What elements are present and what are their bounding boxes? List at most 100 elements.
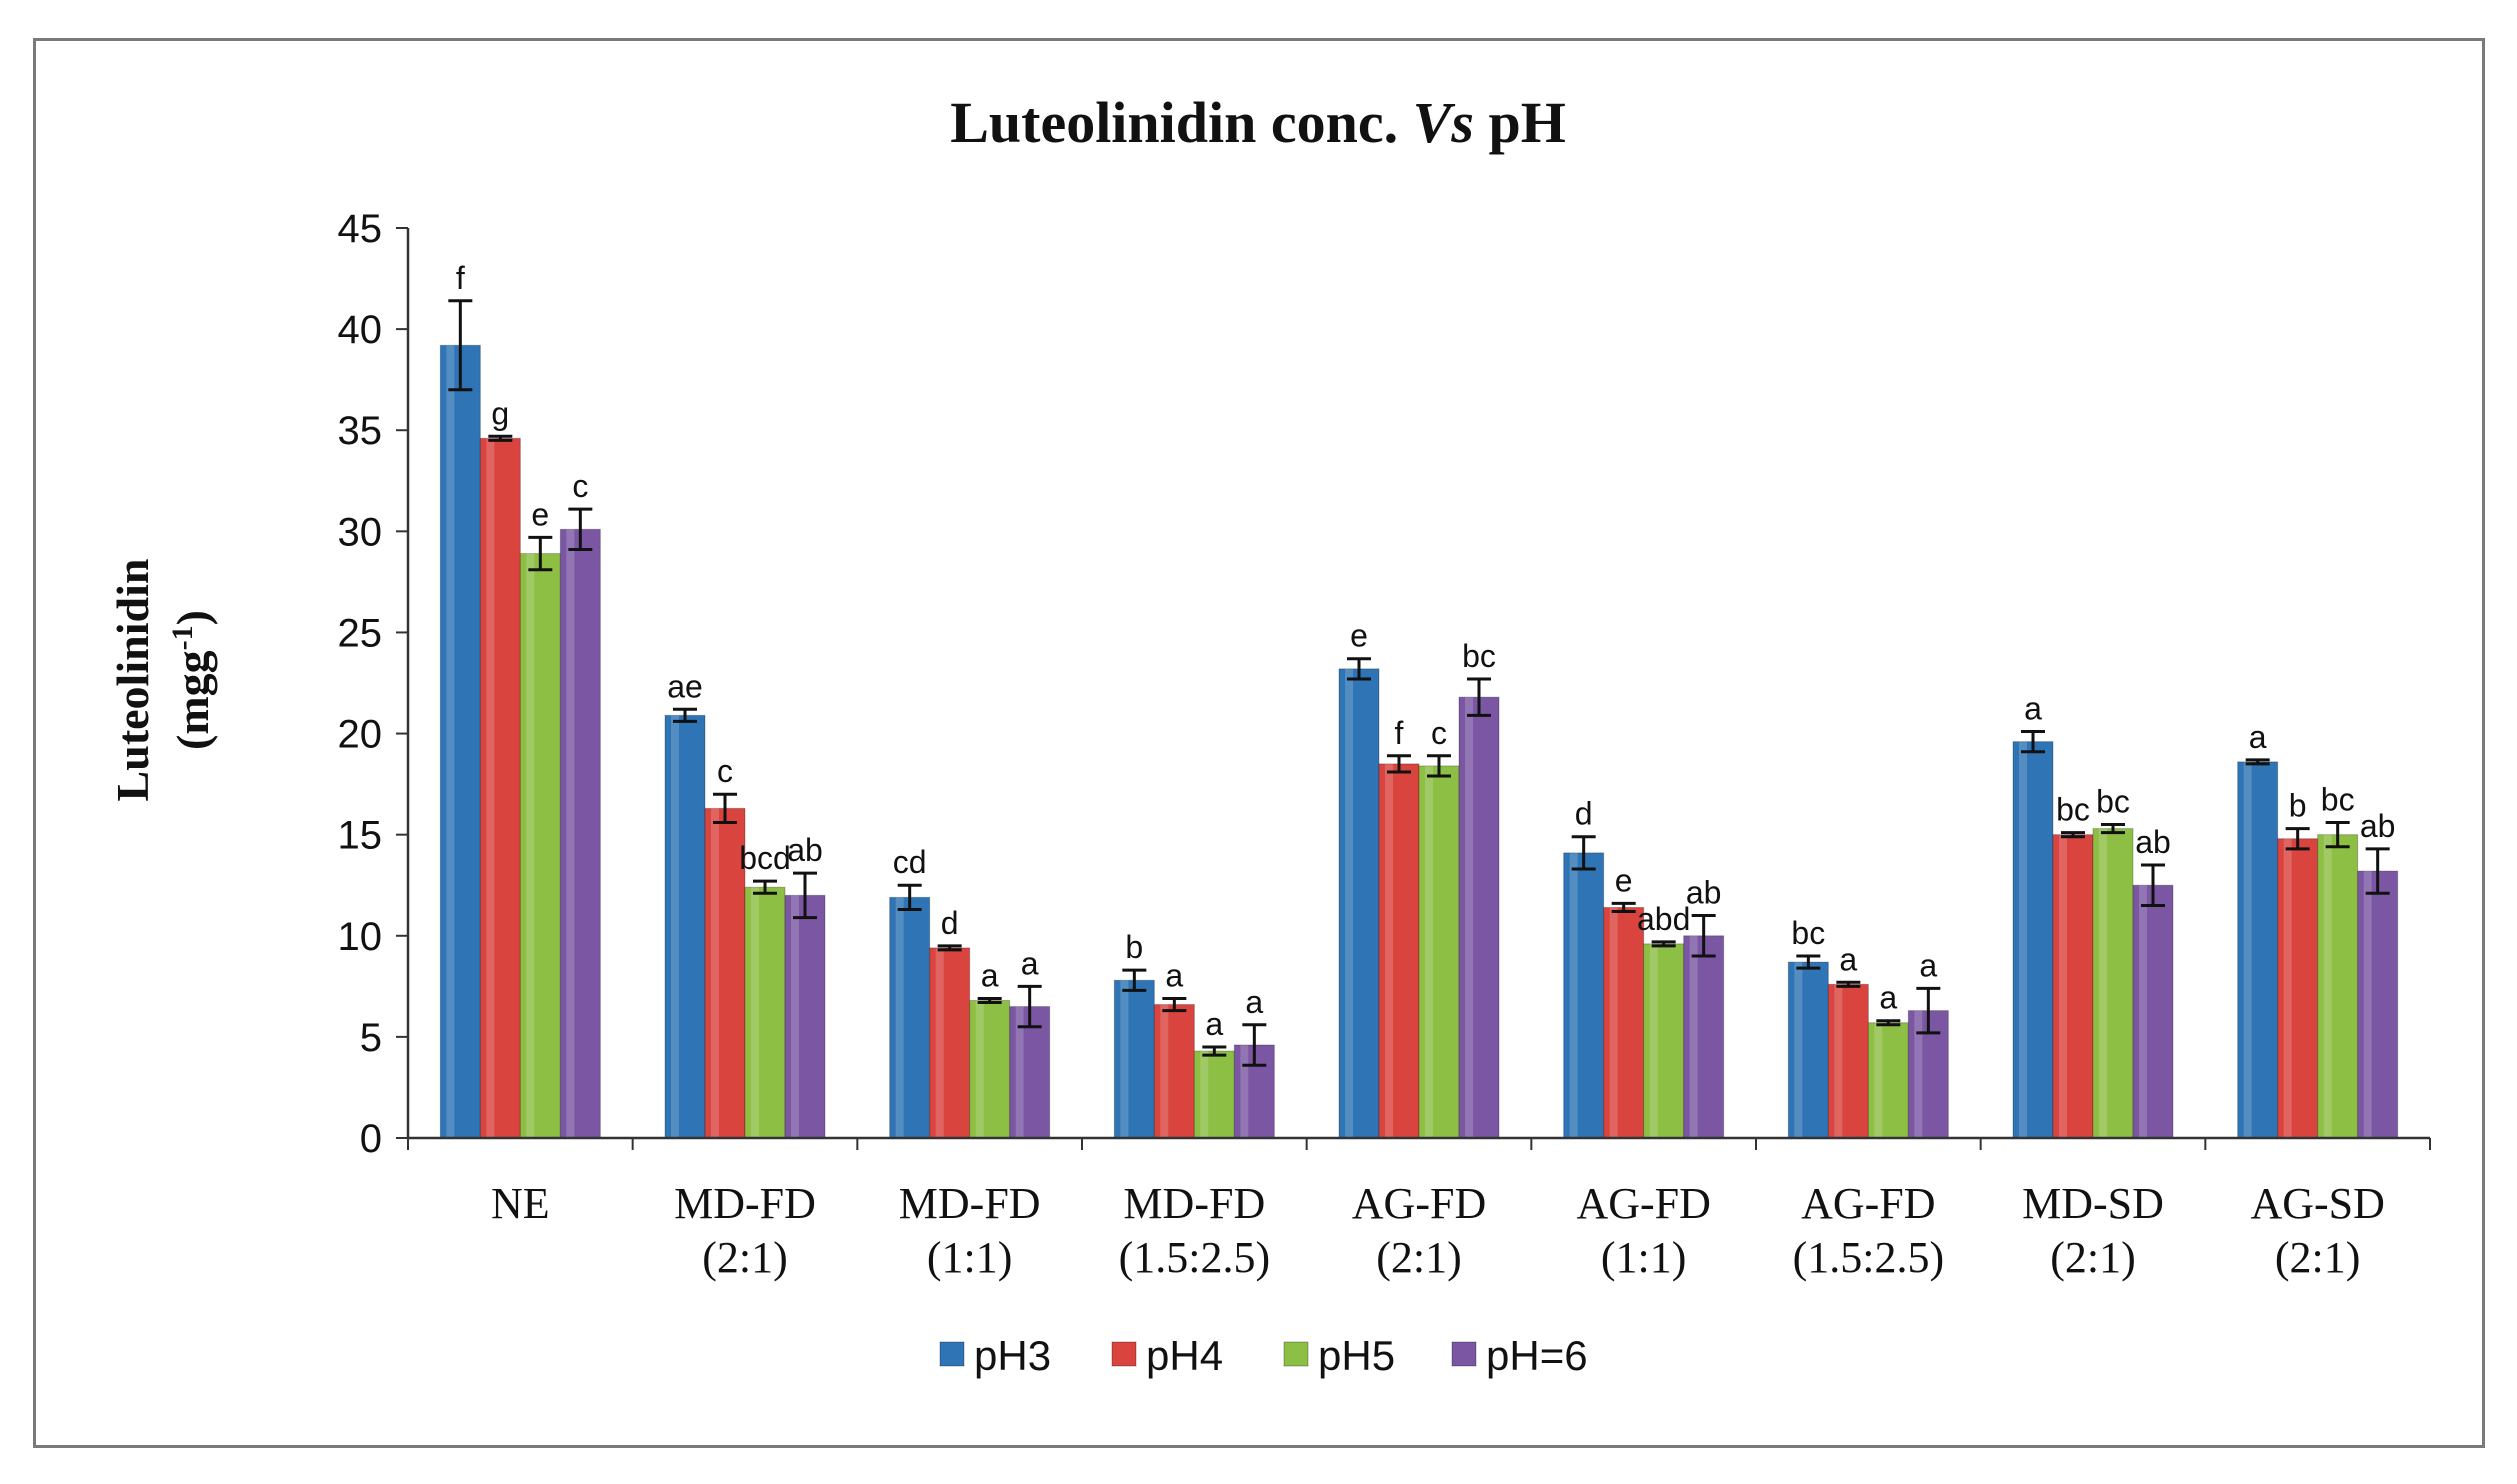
y-axis-title-main: Luteolinidin	[107, 559, 158, 802]
bar-highlight	[1425, 765, 1433, 1138]
significance-label: a	[1245, 984, 1263, 1020]
x-tick-label-line: (1.5:2.5)	[1793, 1233, 1945, 1282]
legend-label: pH=6	[1486, 1332, 1588, 1379]
bar	[2092, 828, 2134, 1139]
y-unit-base: (mgg	[167, 650, 218, 750]
legend-swatch	[939, 1341, 965, 1367]
axes-lines	[406, 228, 2431, 1150]
bar-highlight	[1649, 943, 1658, 1138]
x-tick-label: AG-FD (1:1)	[1576, 1179, 1710, 1282]
legend: pH3 pH4 pH5 pH=6	[939, 1332, 1588, 1379]
significance-label: bc	[1462, 638, 1496, 674]
y-axis-title: Luteolinidin (mgg-1)	[107, 559, 218, 802]
x-tick-label-line: AG-SD	[2250, 1179, 2384, 1228]
chart-title-part-1: Luteolinidin conc.	[950, 90, 1412, 155]
bar	[1683, 935, 1725, 1139]
significance-label: a	[1021, 945, 1039, 981]
y-tick-label: 10	[338, 915, 383, 959]
legend-label: pH5	[1318, 1332, 1395, 1379]
x-tick-label-line: (2:1)	[2275, 1233, 2361, 1282]
significance-label: g	[491, 395, 509, 431]
significance-label: b	[2289, 788, 2307, 824]
legend-label: pH4	[1146, 1332, 1223, 1379]
y-axis-ticks: 0 5 10 15 20 25 30 35 40 45	[338, 207, 408, 1161]
x-tick-label-line: (1:1)	[927, 1233, 1013, 1282]
significance-label: bc	[2321, 782, 2355, 818]
x-tick-label-line: MD-FD	[674, 1179, 816, 1228]
bar	[2132, 884, 2174, 1139]
y-tick-label: 25	[338, 611, 383, 655]
bar-highlight	[1914, 1010, 1923, 1138]
significance-label: bc	[2056, 792, 2090, 828]
bar-highlight	[1874, 1022, 1883, 1138]
x-tick-label-line: MD-SD	[2022, 1179, 2164, 1228]
bar-highlight	[2019, 741, 2027, 1138]
bar	[1009, 1006, 1051, 1139]
significance-label: bcd	[739, 840, 791, 876]
chart-title-part-italic: Vs	[1413, 90, 1474, 155]
bar	[1827, 983, 1869, 1139]
bar-highlight	[526, 553, 535, 1138]
significance-label: ab	[1686, 875, 1722, 911]
significance-label: a	[1919, 947, 1937, 983]
bar	[704, 807, 746, 1139]
y-tick-label: 35	[338, 409, 383, 453]
bar-highlight	[711, 808, 719, 1138]
y-unit-close: )	[167, 610, 218, 625]
significance-label: a	[1839, 941, 1857, 977]
x-tick-label: AG-FD (1.5:2.5)	[1793, 1179, 1945, 1282]
significance-label: ab	[2135, 824, 2171, 860]
x-tick-label-line: (1.5:2.5)	[1119, 1233, 1271, 1282]
y-tick-label: 0	[360, 1117, 382, 1161]
significance-label: a	[1879, 980, 1897, 1016]
bar-highlight	[1015, 1006, 1024, 1138]
significance-label: d	[941, 905, 959, 941]
y-unit-superscript: -1	[166, 625, 199, 650]
x-axis-tick-labels: NE MD-FD (2:1)MD-FD (1:1)MD-FD (1.5:2.5)AG-F…	[491, 1179, 2385, 1282]
bar-highlight	[1794, 962, 1803, 1138]
bar	[1193, 1050, 1235, 1139]
bar-highlight	[1120, 980, 1129, 1138]
bar-highlight	[2099, 828, 2107, 1138]
bar-highlight	[446, 345, 455, 1138]
significance-label: f	[1395, 715, 1404, 751]
y-tick-label: 15	[338, 814, 383, 858]
bar	[969, 999, 1011, 1139]
bar-highlight	[1689, 935, 1698, 1138]
y-axis-title-unit: (mgg-1)	[166, 610, 218, 750]
bar-highlight	[671, 715, 679, 1138]
bar-highlight	[751, 887, 759, 1138]
significance-label: b	[1125, 929, 1143, 965]
y-tick-label: 5	[360, 1016, 382, 1060]
bar	[1458, 696, 1500, 1139]
bar-highlight	[486, 438, 495, 1138]
significance-label: cd	[893, 844, 927, 880]
x-tick-label-line: (1:1)	[1601, 1233, 1687, 1282]
x-tick-label-line: AG-FD	[1576, 1179, 1710, 1228]
bar	[1113, 979, 1155, 1139]
y-tick-label: 40	[338, 308, 383, 352]
y-tick-label: 30	[338, 510, 383, 554]
significance-label: ab	[2360, 808, 2396, 844]
bar	[519, 553, 561, 1139]
significance-label: a	[1205, 1006, 1223, 1042]
significance-label: ae	[667, 668, 703, 704]
significance-label: e	[1615, 862, 1633, 898]
bar	[2012, 741, 2054, 1139]
significance-label: e	[531, 496, 549, 532]
legend-swatch	[1111, 1341, 1137, 1367]
bar	[1643, 943, 1685, 1139]
x-tick-label-line: NE	[491, 1179, 550, 1228]
x-tick-label-line: AG-FD	[1352, 1179, 1486, 1228]
bar-highlight	[1345, 668, 1353, 1138]
bar	[2277, 838, 2319, 1139]
x-tick-label: MD-FD (1.5:2.5)	[1119, 1179, 1271, 1282]
significance-label: c	[572, 468, 588, 504]
bar-highlight	[2139, 885, 2147, 1138]
bar-highlight	[566, 529, 575, 1138]
x-tick-label: NE	[491, 1179, 550, 1228]
bar	[2357, 870, 2399, 1139]
chart-title: Luteolinidin conc. Vs pH	[950, 90, 1566, 155]
